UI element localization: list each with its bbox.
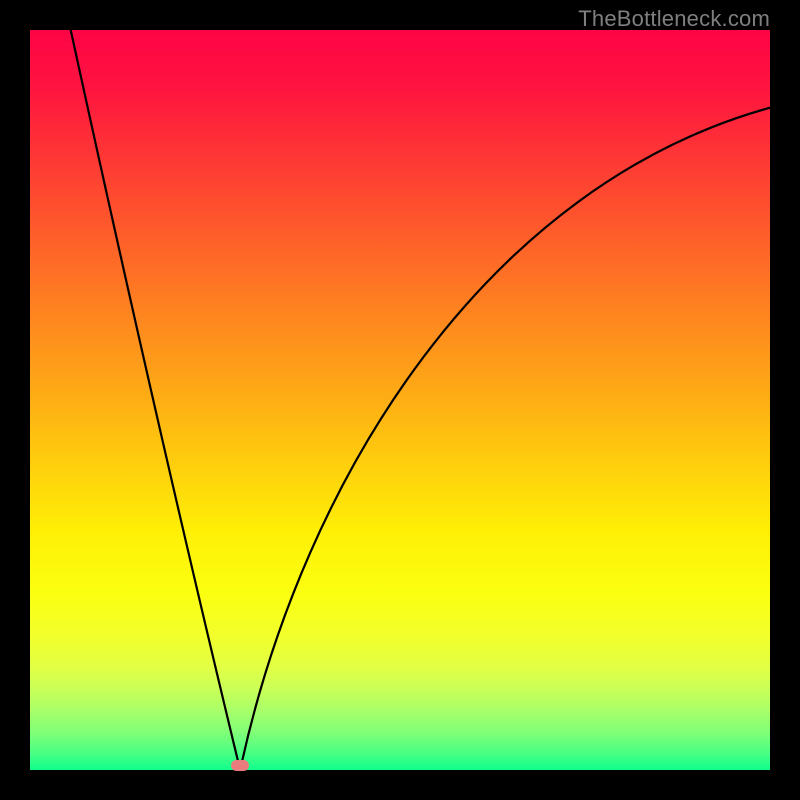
watermark-text: TheBottleneck.com [578,6,770,32]
plot-area [30,30,770,770]
chart-frame: TheBottleneck.com [0,0,800,800]
minimum-marker [231,760,249,770]
v-curve [30,30,770,770]
